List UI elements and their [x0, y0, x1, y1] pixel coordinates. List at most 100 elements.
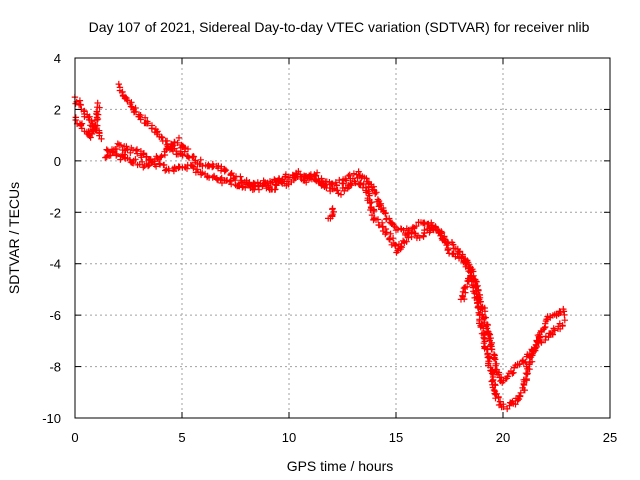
y-tick-label: -6 — [49, 308, 61, 323]
x-tick-label: 25 — [603, 430, 617, 445]
data-marker — [179, 161, 195, 172]
data-marker — [130, 108, 144, 123]
data-marker — [480, 329, 493, 369]
data-marker — [227, 169, 239, 184]
data-marker — [375, 200, 390, 222]
data-point-arc4-8 — [179, 152, 186, 159]
data-point-arc3-39 — [435, 228, 452, 253]
data-point-arc3-46 — [487, 364, 500, 398]
data-point-arc3-58 — [561, 317, 568, 324]
data-marker — [419, 219, 432, 228]
data-point-arc1-1 — [76, 120, 86, 129]
data-marker — [561, 317, 568, 324]
data-marker — [76, 120, 86, 129]
y-axis-title: SDTVAR / TECUs — [6, 182, 22, 294]
x-tick-label: 15 — [389, 430, 403, 445]
data-point-arc2-34 — [419, 219, 432, 228]
data-marker — [199, 161, 213, 170]
data-points — [71, 80, 568, 413]
data-marker — [498, 368, 515, 384]
data-marker — [174, 134, 188, 155]
data-point-arc3-44 — [473, 296, 489, 339]
data-point-arc3-4 — [141, 156, 154, 170]
data-marker — [420, 224, 433, 240]
data-point-arc2-7 — [152, 160, 168, 170]
data-point-arc3-12 — [209, 160, 222, 172]
data-marker — [487, 364, 500, 398]
data-marker — [534, 333, 550, 346]
data-point-arc3-48 — [498, 402, 513, 413]
data-point-arc2-29 — [375, 200, 390, 222]
data-marker — [345, 178, 359, 191]
data-point-arc3-51 — [517, 370, 531, 396]
grid-lines — [75, 58, 610, 418]
y-tick-label: 2 — [54, 102, 61, 117]
y-tick-label: -4 — [49, 257, 61, 272]
data-point-arc3-20 — [277, 178, 291, 189]
y-tick-label: 0 — [54, 154, 61, 169]
data-point-arc2-31 — [391, 223, 407, 234]
data-point-arc3-54 — [534, 333, 550, 346]
data-marker — [391, 223, 407, 234]
data-marker — [182, 144, 198, 162]
data-point-arc3-49 — [507, 398, 517, 407]
data-point-arc3-15 — [232, 173, 248, 187]
data-marker — [435, 228, 452, 253]
data-point-arc2-11 — [189, 163, 205, 178]
x-axis-title: GPS time / hours — [287, 458, 394, 474]
data-point-arc3-52 — [522, 348, 536, 378]
data-marker — [141, 156, 154, 170]
data-marker — [408, 228, 423, 242]
data-marker — [94, 99, 101, 107]
data-marker — [277, 178, 291, 189]
data-marker — [517, 370, 531, 396]
data-marker — [217, 163, 230, 175]
data-point-arc2-14 — [221, 177, 239, 189]
data-point-arc3-24 — [311, 169, 326, 189]
data-point-arc3-8 — [174, 134, 188, 155]
data-marker — [311, 169, 326, 189]
data-point-arc3-57 — [554, 320, 566, 333]
data-marker — [221, 177, 239, 189]
data-point-arc2-10 — [179, 161, 195, 172]
data-point-arc2-3 — [119, 143, 131, 154]
y-tick-label: -10 — [42, 411, 61, 426]
data-marker — [127, 144, 141, 157]
data-point-arc3-37 — [420, 224, 433, 240]
y-tick-label: 4 — [54, 51, 61, 66]
data-point-arc4-2 — [130, 108, 144, 123]
data-marker — [85, 128, 93, 140]
data-marker — [179, 152, 186, 159]
data-marker — [427, 222, 441, 234]
data-point-arc2-44 — [498, 368, 515, 384]
data-marker — [189, 163, 205, 178]
data-marker — [91, 104, 103, 130]
data-point-arc1-5 — [91, 104, 103, 130]
data-marker — [444, 244, 459, 260]
data-point-arc3-28 — [345, 178, 359, 191]
data-point-arc3-36 — [408, 228, 423, 242]
data-marker — [554, 320, 566, 333]
plot-frame — [74, 57, 611, 419]
x-tick-label: 5 — [178, 430, 185, 445]
data-point-arc3-30 — [362, 184, 378, 223]
data-marker — [321, 181, 334, 195]
data-marker — [465, 278, 472, 285]
data-point-arc5-1 — [329, 205, 336, 212]
data-point-arc2-13 — [211, 173, 226, 187]
data-marker — [119, 143, 131, 154]
data-point-arc3-25 — [321, 181, 334, 195]
data-point-arc3-13 — [217, 163, 230, 175]
data-marker — [362, 184, 378, 223]
chart-title: Day 107 of 2021, Sidereal Day-to-day VTE… — [89, 19, 590, 35]
data-marker — [498, 402, 513, 413]
data-marker — [232, 173, 248, 187]
data-point-arc1-3 — [85, 128, 93, 140]
data-marker — [96, 132, 103, 139]
data-point-arc2-50 — [544, 312, 557, 323]
x-tick-label: 10 — [282, 430, 296, 445]
data-marker — [130, 156, 147, 171]
data-point-arc2-52 — [556, 305, 568, 316]
data-marker — [191, 156, 204, 168]
